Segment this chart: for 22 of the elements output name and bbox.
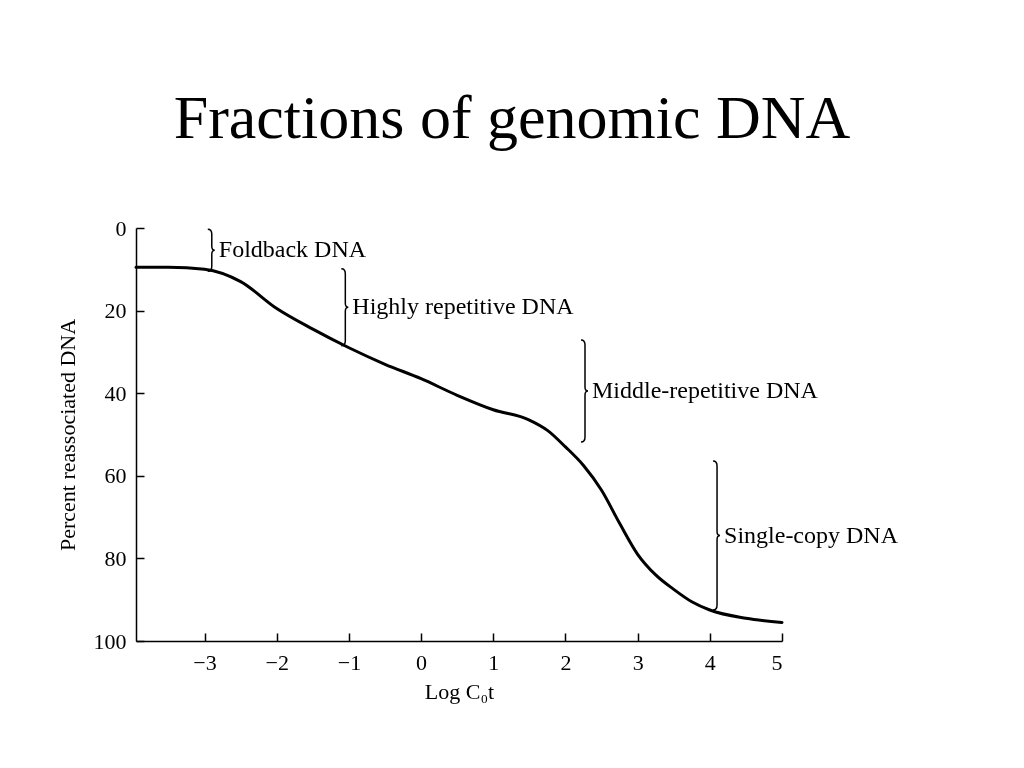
annotation: Single-copy DNA <box>724 521 899 548</box>
y-tick-label: 40 <box>104 380 127 406</box>
annotation: Foldback DNA <box>218 236 367 263</box>
x-tick-label: −3 <box>193 649 217 675</box>
y-tick-label: 100 <box>93 628 127 654</box>
annotation: Middle-repetitive DNA <box>592 377 819 403</box>
annotation: Highly repetitive DNA <box>352 293 575 320</box>
x-tick-label: 5 <box>771 649 783 675</box>
y-axis-title: Percent reassociated DNA <box>54 318 80 552</box>
y-tick-label: 20 <box>104 298 127 324</box>
y-tick-label: 0 <box>115 215 127 241</box>
x-tick-label: 0 <box>416 649 428 675</box>
x-tick-label: 2 <box>560 649 572 675</box>
x-axis-title: Log C₀t <box>424 678 495 704</box>
y-tick-label: 80 <box>104 545 127 571</box>
x-tick-label: 4 <box>704 649 716 675</box>
x-tick-label: 3 <box>632 649 644 675</box>
y-tick-label: 60 <box>104 463 127 489</box>
x-tick-label: 1 <box>488 649 500 675</box>
x-tick-label: −2 <box>265 649 289 675</box>
chart-title: Fractions of genomic DNA <box>173 83 851 151</box>
x-tick-label: −1 <box>337 649 362 675</box>
